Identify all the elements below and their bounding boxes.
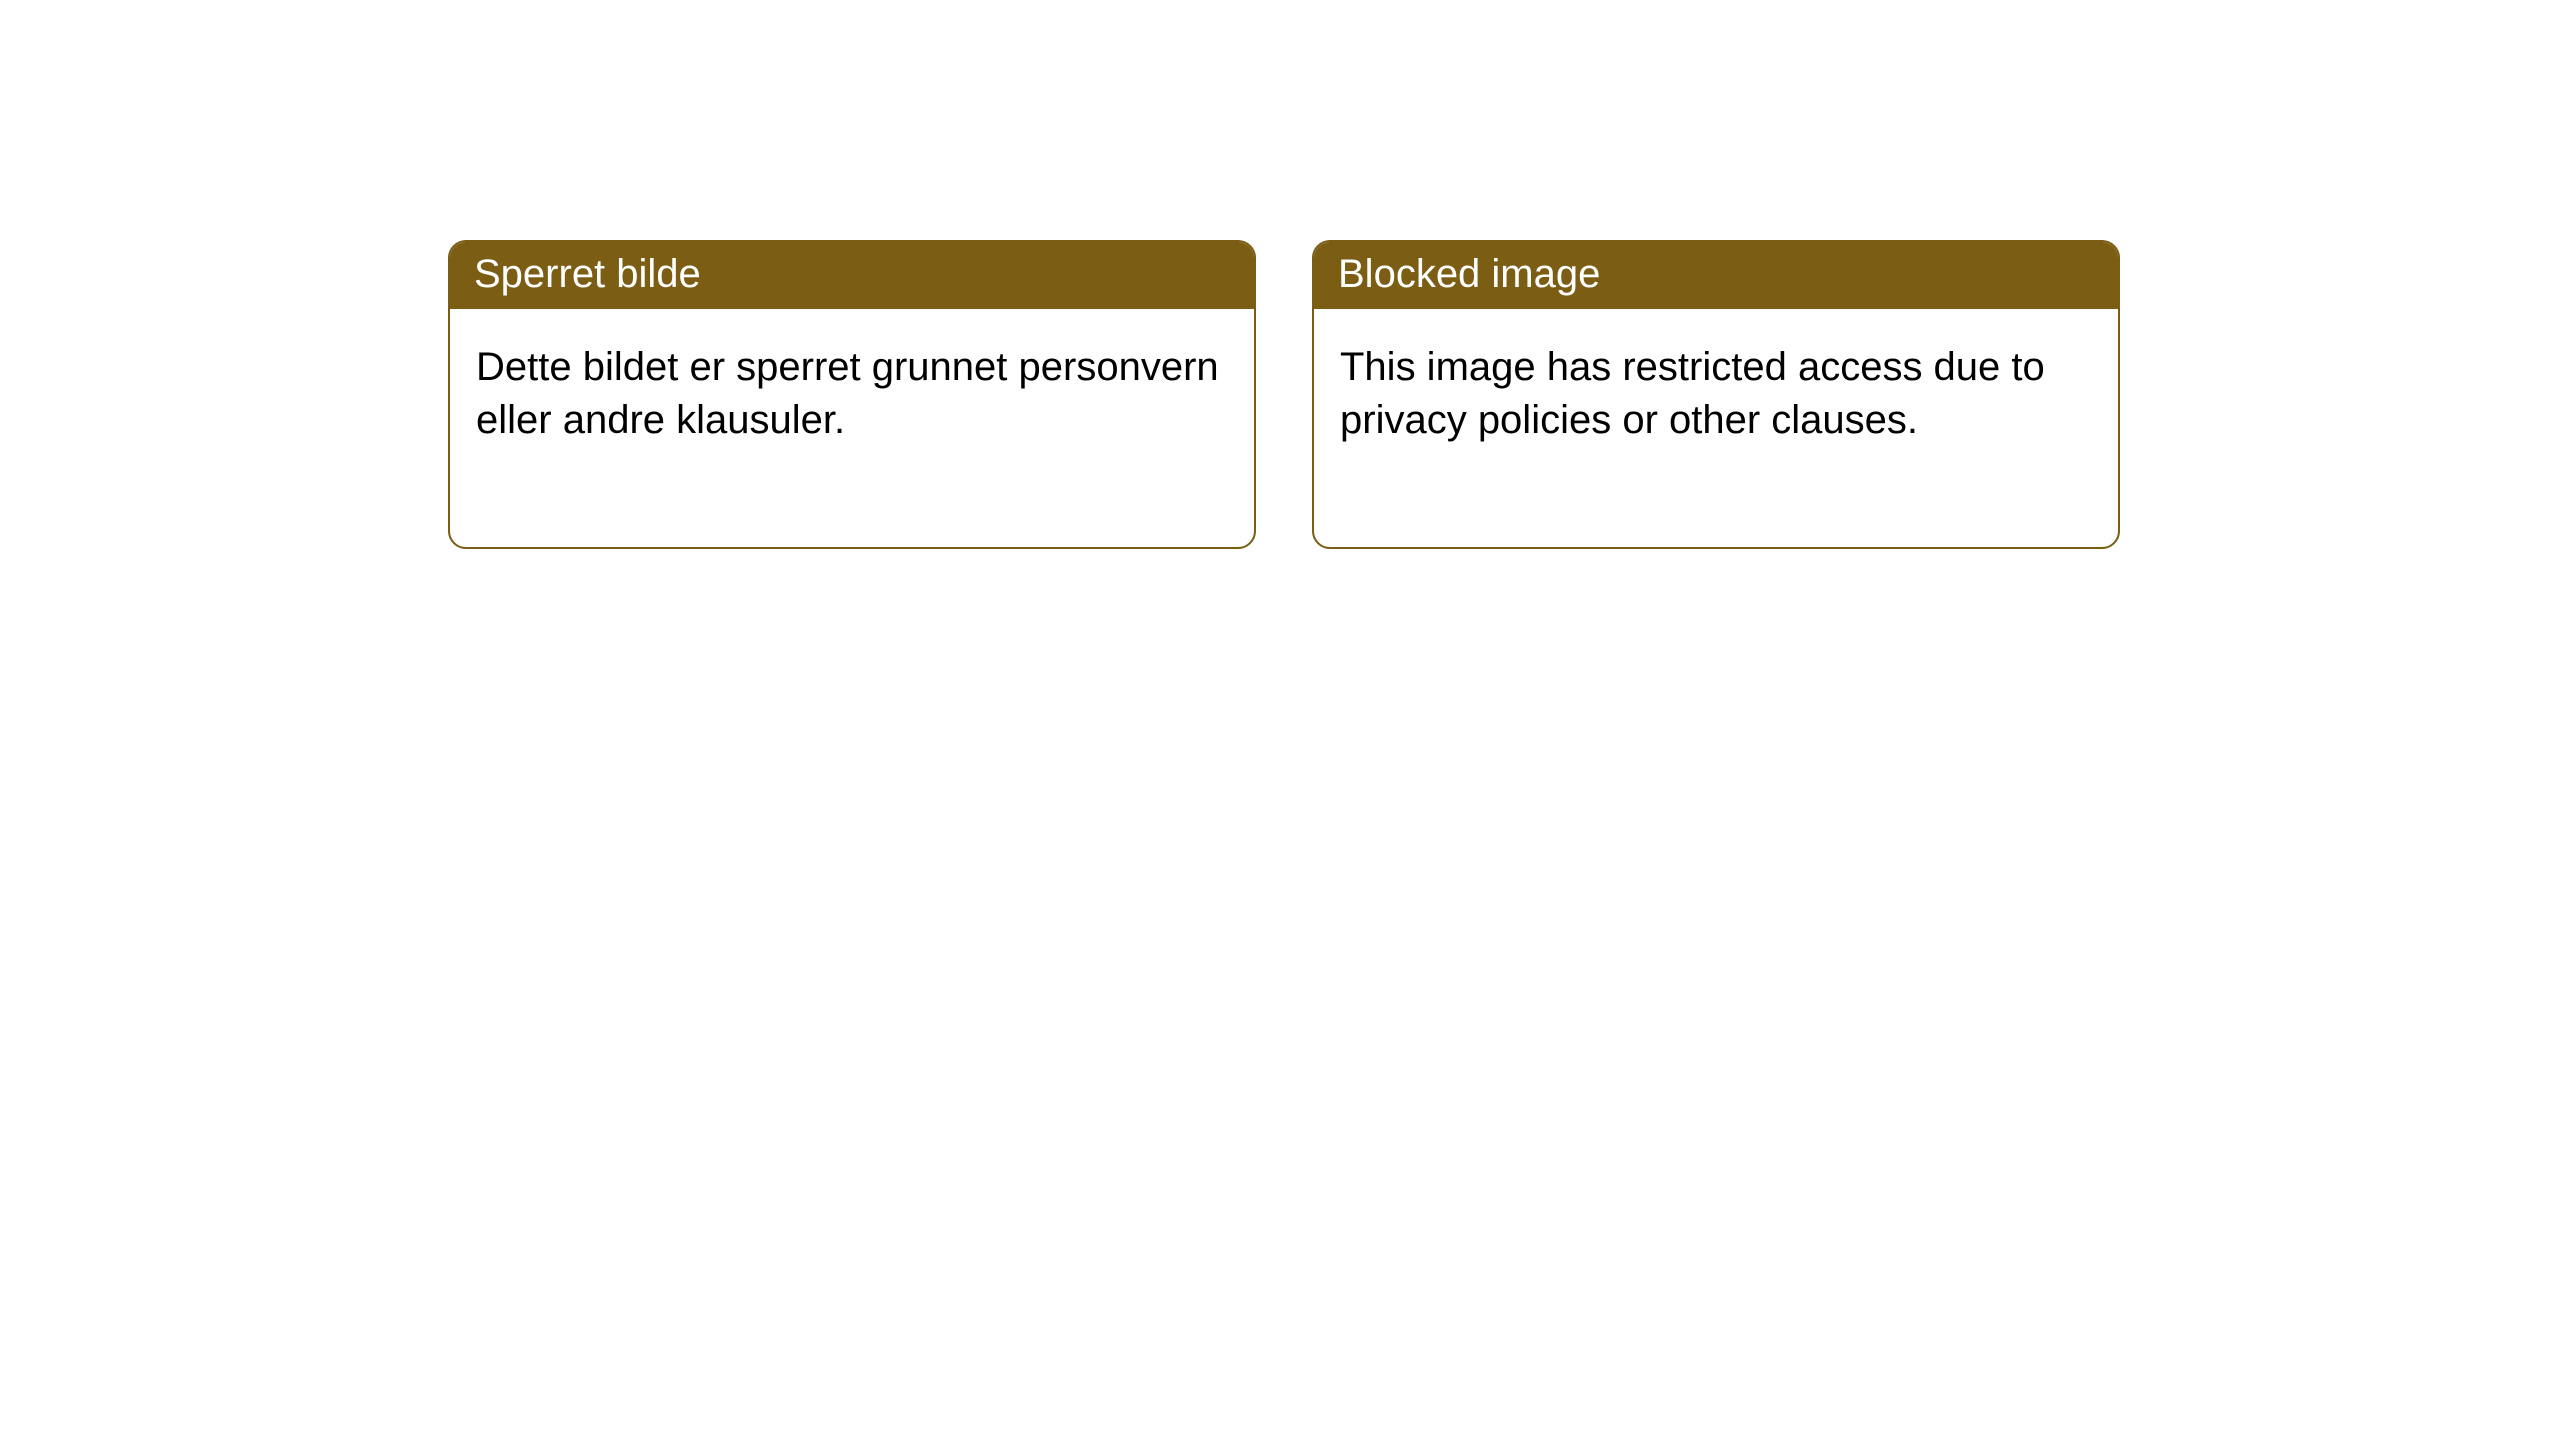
notice-card-title: Sperret bilde <box>450 242 1254 309</box>
notice-card-body: Dette bildet er sperret grunnet personve… <box>450 309 1254 547</box>
notice-card-norwegian: Sperret bilde Dette bildet er sperret gr… <box>448 240 1256 549</box>
notice-container: Sperret bilde Dette bildet er sperret gr… <box>0 0 2560 549</box>
notice-card-title: Blocked image <box>1314 242 2118 309</box>
notice-card-body: This image has restricted access due to … <box>1314 309 2118 547</box>
notice-card-english: Blocked image This image has restricted … <box>1312 240 2120 549</box>
